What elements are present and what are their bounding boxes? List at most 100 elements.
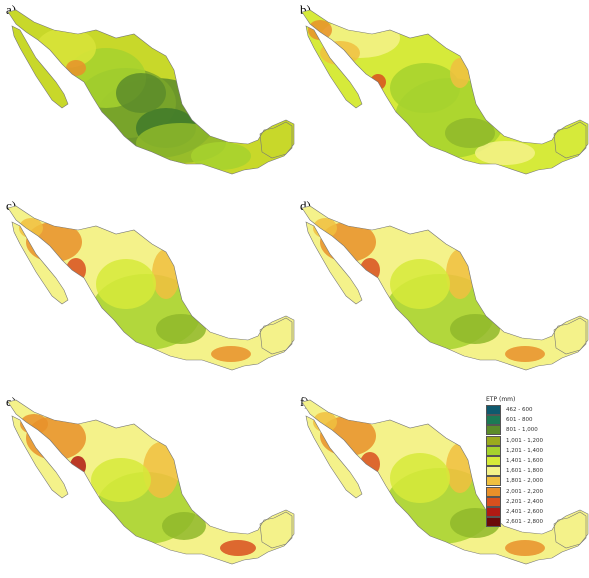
state-boundary: [11, 25, 69, 109]
legend-swatch: [486, 445, 501, 456]
legend-item: 462 - 600: [486, 405, 586, 416]
legend-item: 2,001 - 2,200: [486, 486, 586, 497]
etp-region: [313, 412, 337, 432]
legend-label: 1,401 - 1,600: [506, 458, 543, 465]
etp-region: [313, 218, 337, 238]
state-boundary: [553, 119, 589, 159]
legend-item: 801 - 1,000: [486, 425, 586, 436]
mexico-map-b: [300, 8, 589, 188]
legend-title: ETP (mm): [486, 396, 516, 403]
etp-region: [450, 58, 470, 88]
legend-swatch: [486, 456, 501, 467]
mexico-map-svg: [7, 399, 295, 565]
state-boundary: [259, 509, 295, 549]
state-boundary: [301, 9, 587, 175]
legend-item: 1,801 - 2,000: [486, 476, 586, 487]
legend-label: 801 - 1,000: [506, 427, 538, 434]
legend-swatch: [486, 517, 501, 528]
etp-region: [70, 456, 86, 476]
etp-region: [36, 28, 96, 68]
legend-label: 1,601 - 1,800: [506, 468, 543, 475]
state-boundary: [553, 509, 589, 549]
etp-region: [66, 60, 86, 76]
etp-region: [143, 442, 179, 498]
mexico-map-d: [300, 204, 589, 384]
state-boundary: [259, 315, 295, 355]
etp-region: [450, 314, 500, 344]
etp-region: [505, 346, 545, 362]
mexico-map-e: [6, 398, 296, 578]
etp-region: [390, 259, 450, 309]
legend-label: 2,601 - 2,800: [506, 519, 543, 526]
state-boundary: [301, 205, 587, 371]
legend-label: 2,401 - 2,600: [506, 508, 543, 515]
state-boundary: [305, 221, 363, 305]
etp-region: [308, 20, 332, 40]
legend-swatch: [486, 506, 501, 517]
legend-swatch: [486, 425, 501, 436]
mexico-map-f: [300, 398, 589, 578]
legend-item: 601 - 800: [486, 415, 586, 426]
etp-region: [211, 346, 251, 362]
map-legend: ETP (mm) 462 - 600 601 - 800 801 - 1,000 1,…: [486, 396, 586, 528]
mexico-map-svg: [7, 9, 295, 175]
legend-swatch: [486, 466, 501, 477]
legend-item: 2,601 - 2,800: [486, 517, 586, 528]
etp-region: [156, 314, 206, 344]
etp-region: [220, 540, 256, 556]
legend-swatch: [486, 486, 501, 497]
state-boundary: [11, 415, 69, 499]
etp-region: [116, 73, 166, 113]
etp-region: [390, 453, 450, 503]
etp-region: [96, 259, 156, 309]
etp-region: [20, 414, 48, 434]
legend-label: 1,201 - 1,400: [506, 447, 543, 454]
etp-region: [191, 142, 251, 170]
mexico-map-svg: [301, 399, 589, 565]
legend-item: 1,401 - 1,600: [486, 456, 586, 467]
legend-swatch: [486, 415, 501, 426]
legend-swatch: [486, 496, 501, 507]
legend-item: 2,401 - 2,600: [486, 506, 586, 517]
state-boundary: [7, 9, 293, 175]
legend-label: 2,001 - 2,200: [506, 488, 543, 495]
state-boundary: [305, 25, 363, 109]
legend-label: 601 - 800: [506, 417, 533, 424]
state-boundary: [11, 221, 69, 305]
state-boundary: [301, 399, 587, 565]
panel-label-c: c): [6, 198, 17, 213]
etp-region: [360, 452, 380, 476]
panel-label-b: b): [300, 2, 311, 17]
mexico-map-a: [6, 8, 296, 188]
legend-item: 1,201 - 1,400: [486, 445, 586, 456]
state-boundary: [259, 119, 295, 159]
legend-item: 1,601 - 1,800: [486, 466, 586, 477]
state-boundary: [553, 315, 589, 355]
state-boundary: [305, 415, 363, 499]
legend-swatch: [486, 435, 501, 446]
mexico-map-c: [6, 204, 296, 384]
legend-swatch: [486, 476, 501, 487]
etp-region: [162, 512, 206, 540]
legend-label: 462 - 600: [506, 407, 533, 414]
etp-region: [445, 118, 495, 148]
panel-label-a: a): [6, 2, 17, 17]
state-boundary: [7, 205, 293, 371]
etp-region: [390, 63, 460, 113]
state-boundary: [7, 399, 293, 565]
etp-region: [19, 218, 43, 238]
legend-items: 462 - 600 601 - 800 801 - 1,000 1,001 - 1,2…: [486, 405, 586, 528]
panel-label-d: d): [300, 198, 311, 213]
etp-region: [320, 18, 400, 58]
mexico-map-svg: [301, 9, 589, 175]
mexico-map-svg: [301, 205, 589, 371]
etp-region: [360, 258, 380, 282]
etp-region: [66, 258, 86, 282]
legend-item: 1,001 - 1,200: [486, 435, 586, 446]
mexico-map-svg: [7, 205, 295, 371]
etp-region: [91, 458, 151, 502]
legend-label: 1,801 - 2,000: [506, 478, 543, 485]
etp-region: [475, 141, 535, 165]
legend-swatch: [486, 405, 501, 416]
legend-item: 2,201 - 2,400: [486, 496, 586, 507]
